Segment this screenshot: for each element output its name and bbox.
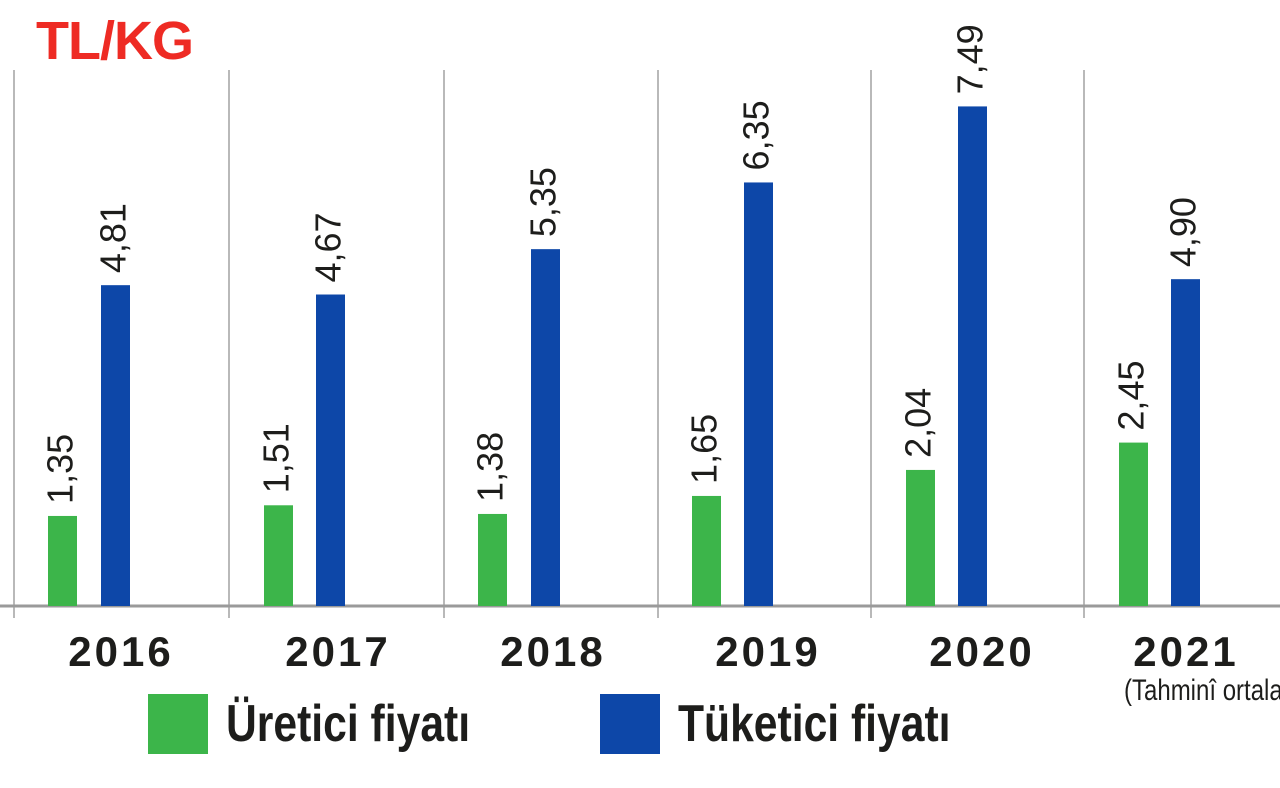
bar-producer-2016 <box>48 515 77 606</box>
category-label-2019: 2019 <box>715 628 820 675</box>
data-label-consumer-2021: 4,90 <box>1163 197 1204 267</box>
bar-chart: 1,35 1,51 1,38 1,65 2,04 2,45 4,81 4,67 5,35 6,35… <box>0 24 1280 675</box>
bar-producer-2017 <box>264 505 293 606</box>
legend-swatch-consumer <box>600 694 660 754</box>
bar-producer-2020 <box>906 469 935 606</box>
chart-title: TL/KG <box>36 11 194 71</box>
bar-consumer-2019 <box>744 182 773 606</box>
bar-consumer-2020 <box>958 106 987 607</box>
legend-label-producer: Üretici fiyatı <box>226 695 471 753</box>
bar-producer-2018 <box>478 513 507 606</box>
data-label-producer-2017: 1,51 <box>256 423 297 493</box>
data-label-producer-2019: 1,65 <box>684 414 725 484</box>
data-label-consumer-2019: 6,35 <box>736 100 777 170</box>
data-label-consumer-2020: 7,49 <box>950 24 991 94</box>
category-note: (Tahminî ortalama) <box>1124 676 1280 706</box>
data-label-producer-2016: 1,35 <box>40 434 81 504</box>
bar-consumer-2018 <box>531 249 560 606</box>
bar-producer-2021 <box>1119 442 1148 606</box>
data-label-producer-2018: 1,38 <box>470 432 511 502</box>
legend-swatch-producer <box>148 694 208 754</box>
category-label-2018: 2018 <box>500 628 605 675</box>
legend-label-consumer: Tüketici fiyatı <box>678 695 951 753</box>
data-label-consumer-2016: 4,81 <box>93 203 134 273</box>
category-note-text: (Tahminî ortalama) <box>1124 674 1280 707</box>
bar-consumer-2016 <box>101 285 130 606</box>
data-label-consumer-2017: 4,67 <box>308 212 349 282</box>
legend-item-consumer: Tüketici fiyatı <box>600 694 1010 754</box>
data-label-producer-2020: 2,04 <box>898 388 939 458</box>
data-label-consumer-2018: 5,35 <box>523 167 564 237</box>
category-label-2016: 2016 <box>68 628 173 675</box>
bar-producer-2019 <box>692 495 721 606</box>
category-label-2017: 2017 <box>285 628 390 675</box>
legend-item-producer: Üretici fiyatı <box>148 694 524 754</box>
bar-consumer-2017 <box>316 294 345 606</box>
category-label-2020: 2020 <box>929 628 1034 675</box>
bar-consumer-2021 <box>1171 279 1200 606</box>
data-label-producer-2021: 2,45 <box>1111 361 1152 431</box>
category-label-2021: 2021 <box>1133 628 1238 675</box>
